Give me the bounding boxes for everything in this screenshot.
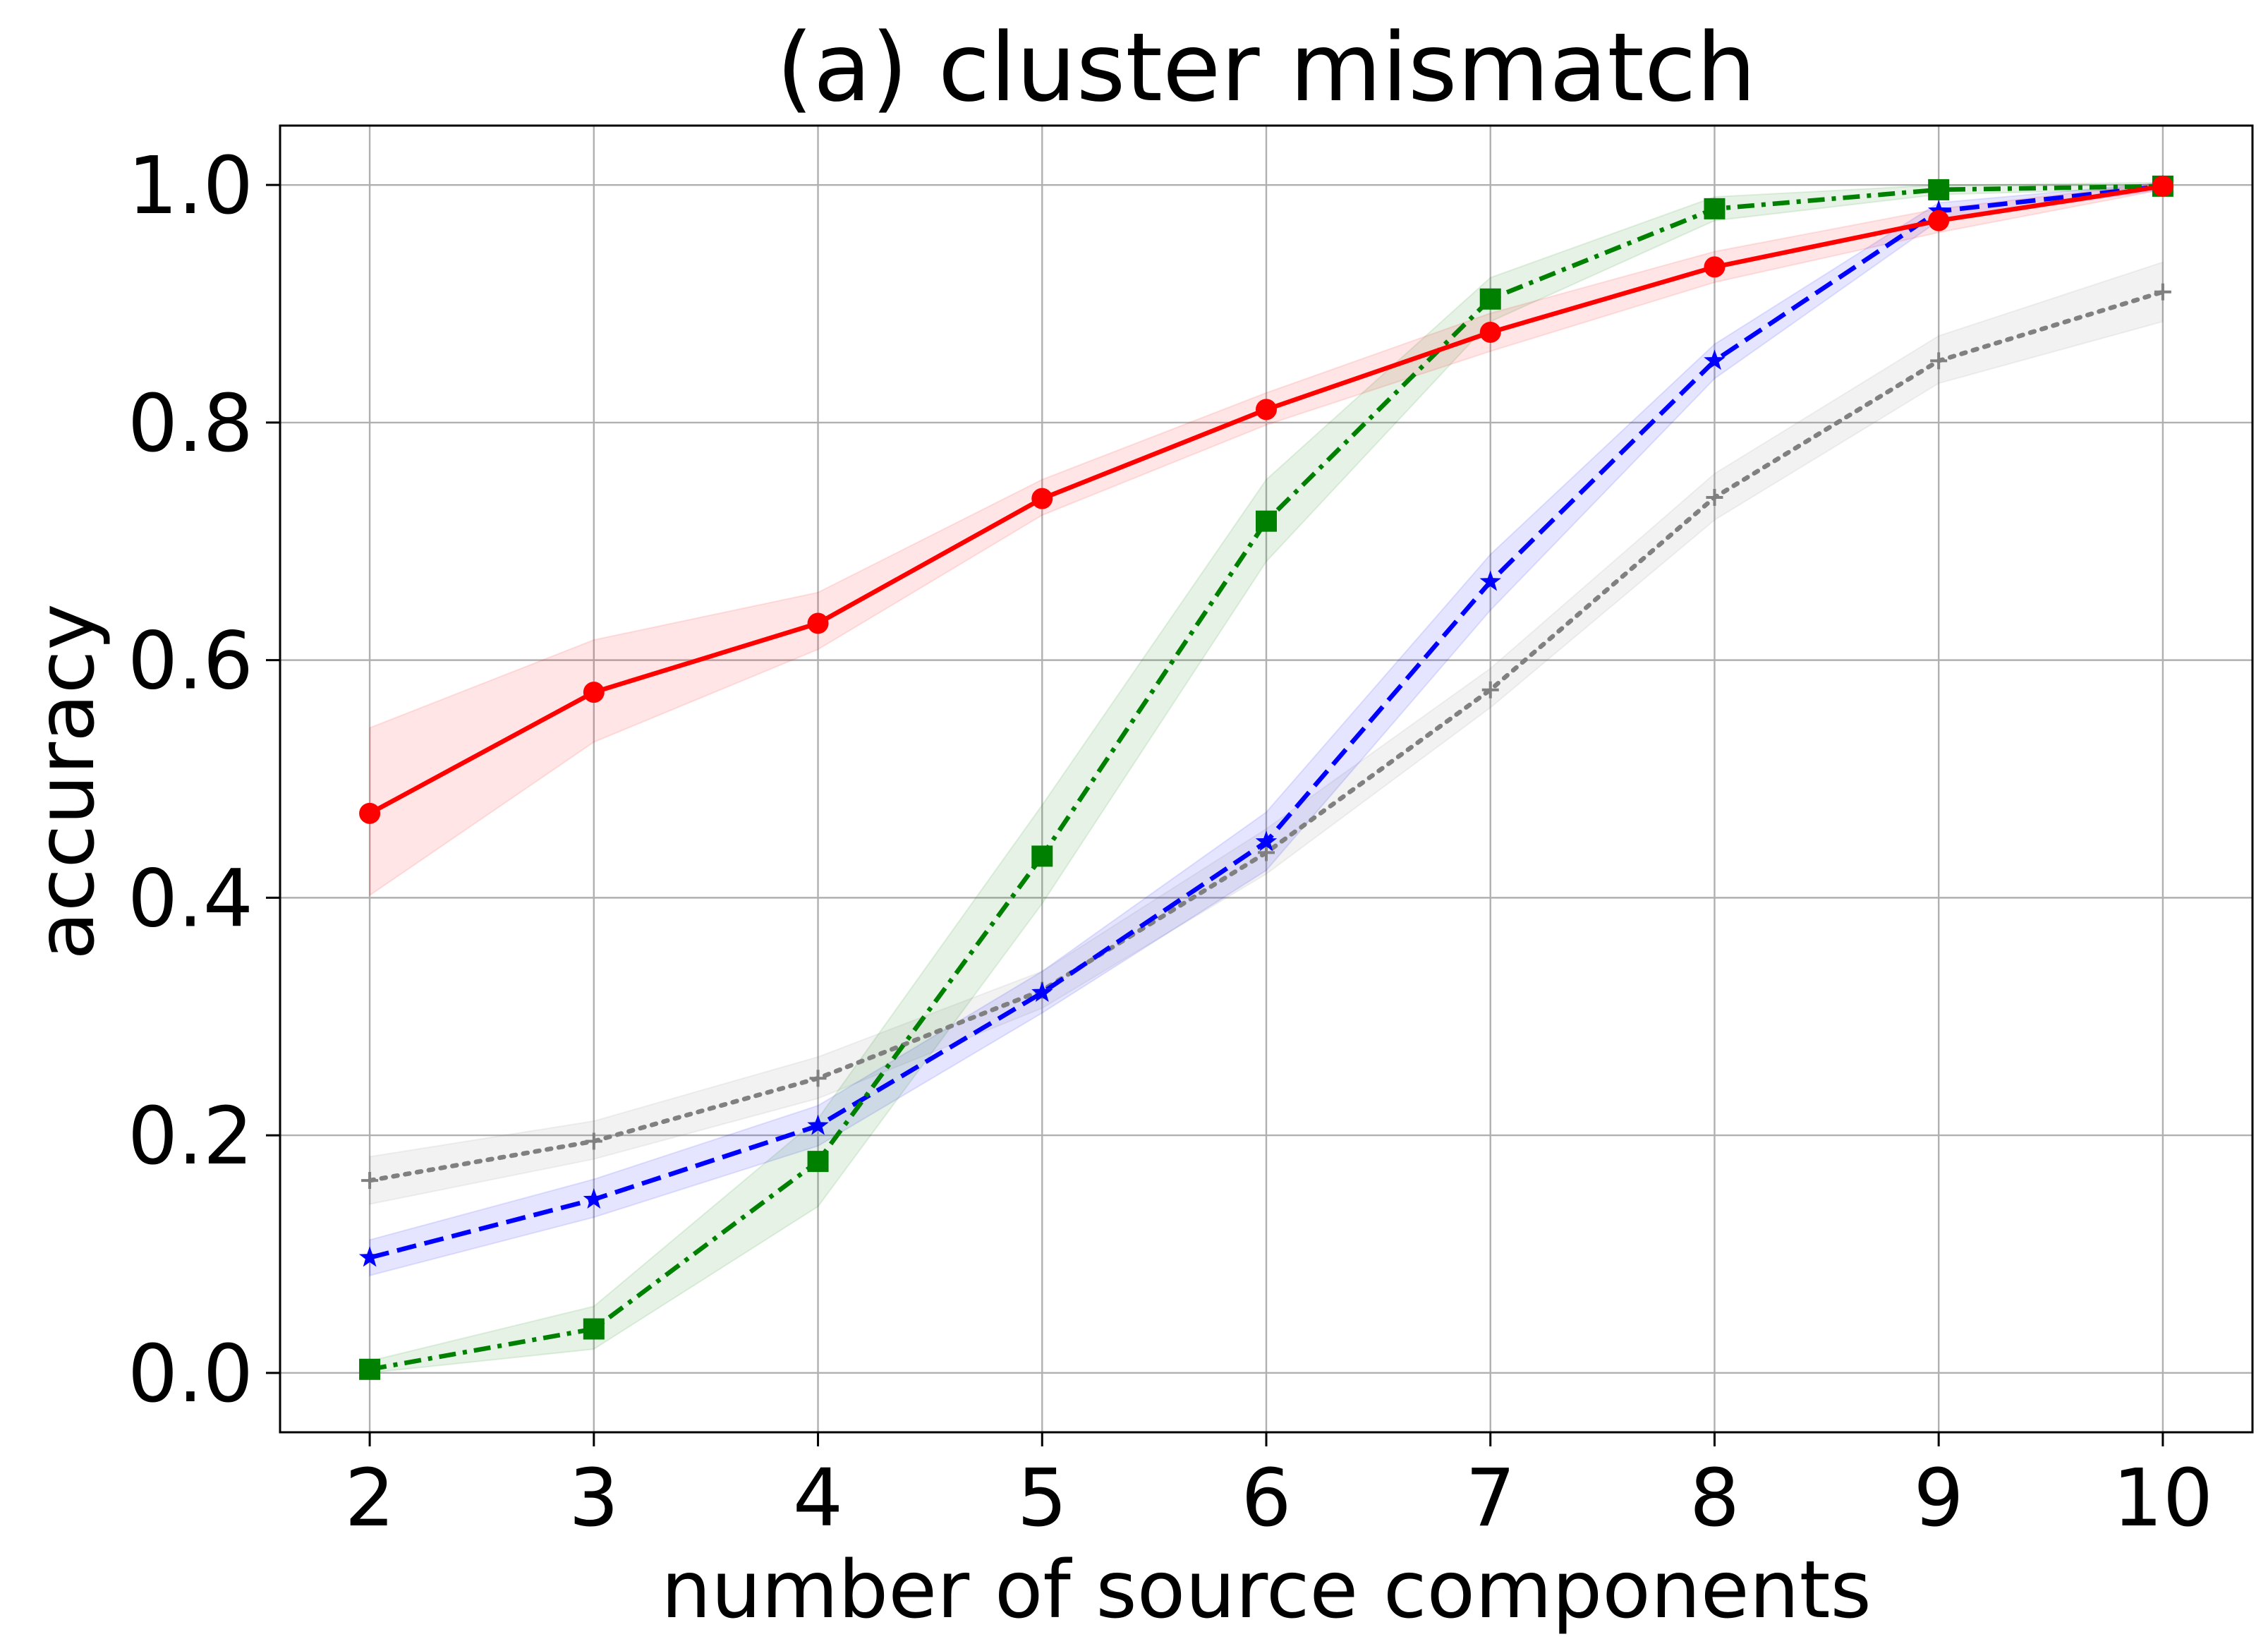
marker-series-3-point-1: [583, 682, 605, 703]
y-tick-label-5: 1.0: [128, 140, 253, 232]
y-tick-label-3: 0.6: [128, 616, 253, 708]
marker-series-0-point-7: [1930, 352, 1948, 370]
marker-series-0-point-6: [1706, 488, 1723, 506]
y-axis-ticks: 0.0 0.2 0.4 0.6 0.8 1.0: [128, 140, 280, 1420]
marker-series-2-point-7: [1928, 179, 1950, 200]
marker-series-0-point-8: [2154, 283, 2171, 301]
marker-series-0-point-4: [1258, 844, 1275, 861]
markers-series-3: [359, 175, 2173, 824]
marker-series-0-point-2: [809, 1070, 827, 1087]
marker-series-2-point-6: [1704, 198, 1726, 219]
marker-series-3-point-2: [807, 612, 829, 634]
marker-series-1-point-2: [807, 1114, 829, 1135]
marker-series-1-point-4: [1255, 830, 1278, 852]
marker-series-2-point-3: [1031, 845, 1053, 867]
marker-series-2-point-1: [583, 1318, 605, 1340]
marker-series-3-point-4: [1256, 399, 1277, 421]
marker-series-0-point-5: [1481, 681, 1499, 698]
marker-series-1-point-6: [1704, 349, 1726, 370]
series-markers: [358, 174, 2174, 1380]
grid-lines: [280, 126, 2252, 1432]
x-tick-label-5: 7: [1465, 1453, 1515, 1544]
line-series-2: [369, 183, 2163, 1372]
y-tick-label-2: 0.4: [128, 853, 253, 945]
x-tick-label-0: 2: [344, 1453, 394, 1544]
y-tick-label-4: 0.8: [128, 378, 253, 470]
marker-series-3-point-5: [1479, 321, 1501, 343]
marker-series-3-point-6: [1704, 256, 1726, 278]
x-tick-label-8: 10: [2113, 1453, 2214, 1544]
marker-series-0-point-0: [361, 1172, 379, 1190]
marker-series-1-point-1: [583, 1188, 605, 1209]
x-tick-label-1: 3: [569, 1453, 619, 1544]
marker-series-2-point-5: [1479, 288, 1501, 310]
marker-series-1-point-5: [1479, 570, 1501, 591]
x-tick-label-2: 4: [793, 1453, 843, 1544]
y-tick-label-0: 0.0: [128, 1329, 253, 1420]
x-axis-label: number of source components: [661, 1544, 1872, 1636]
marker-series-2-point-4: [1256, 510, 1277, 532]
marker-series-3-point-7: [1928, 210, 1950, 231]
marker-series-3-point-8: [2152, 175, 2173, 197]
marker-series-1-point-0: [358, 1246, 381, 1267]
x-tick-label-4: 6: [1241, 1453, 1291, 1544]
y-axis-label: accuracy: [20, 603, 112, 960]
marker-series-3-point-3: [1031, 488, 1053, 509]
x-tick-label-6: 8: [1690, 1453, 1740, 1544]
y-tick-label-1: 0.2: [128, 1091, 253, 1183]
marker-series-2-point-2: [807, 1151, 829, 1173]
chart-title: (a) cluster mismatch: [777, 13, 1757, 123]
x-tick-label-3: 5: [1017, 1453, 1067, 1544]
x-axis-ticks: 2 3 4 5 6 7 8 9 10: [344, 1432, 2213, 1544]
marker-series-0-point-1: [585, 1132, 602, 1150]
marker-series-3-point-0: [359, 802, 381, 824]
x-tick-label-7: 9: [1914, 1453, 1964, 1544]
marker-series-1-point-3: [1031, 981, 1053, 1002]
marker-series-2-point-0: [359, 1358, 381, 1380]
